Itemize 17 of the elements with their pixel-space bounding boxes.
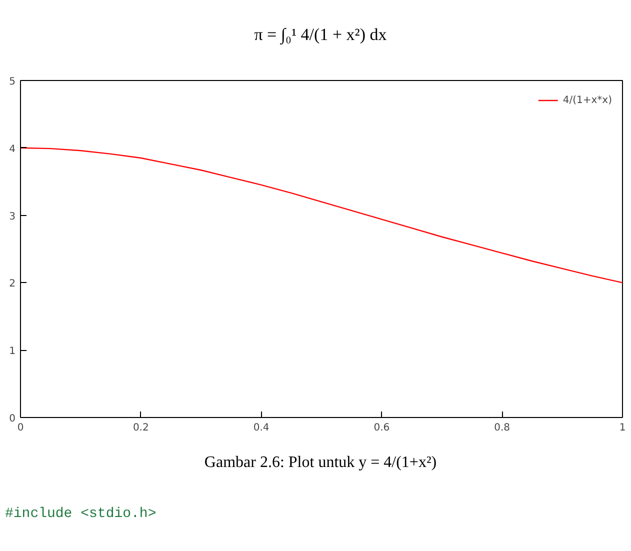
y-tick-label: 5 bbox=[9, 76, 16, 88]
text: Gambar 2.6: Plot untuk y = 4/(1+x²) bbox=[204, 453, 437, 473]
legend-label: 4/(1+x*x) bbox=[562, 94, 612, 106]
y-tick-label: 3 bbox=[9, 211, 16, 222]
x-tick-label: 0.8 bbox=[494, 422, 510, 434]
y-tick-label: 0 bbox=[9, 414, 16, 424]
x-tick-label: 0 bbox=[17, 422, 24, 434]
chart-title: π = ∫₀¹ 4/(1 + x²) dx bbox=[254, 24, 387, 46]
line-series bbox=[20, 147, 622, 284]
x-tick-label: 0.6 bbox=[374, 422, 390, 434]
text: #include <stdio.h> bbox=[5, 505, 156, 524]
y-tick-label: 2 bbox=[9, 278, 16, 290]
x-tick-label: 0.4 bbox=[253, 422, 270, 434]
y-tick-label: 4 bbox=[9, 144, 16, 155]
y-tick-label: 1 bbox=[9, 346, 16, 358]
x-tick-label: 1 bbox=[619, 422, 626, 434]
x-tick-label: 0.2 bbox=[132, 422, 149, 434]
